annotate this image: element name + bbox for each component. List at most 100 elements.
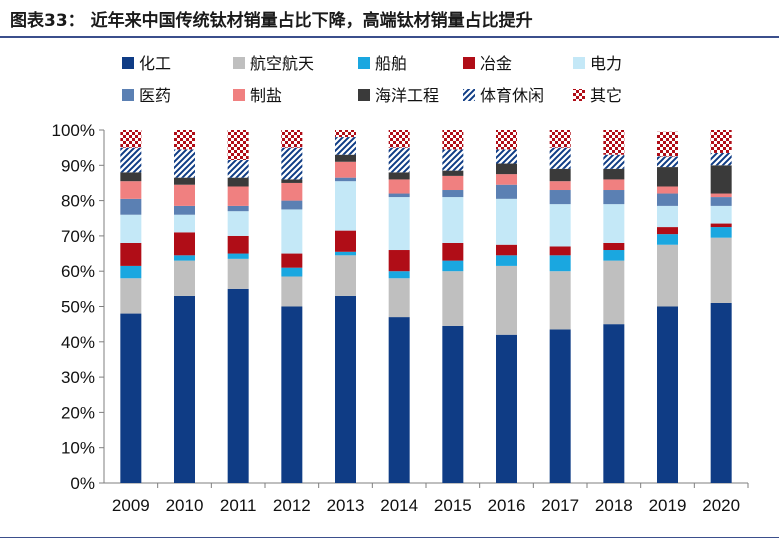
y-tick-label: 30% (61, 368, 95, 387)
bar-segment (710, 152, 732, 166)
legend-swatch (573, 89, 585, 101)
bar-segment (496, 244, 517, 256)
bar-segment (388, 193, 410, 198)
bar-segment (174, 255, 195, 261)
bar-segment (174, 260, 195, 296)
bar-segment (174, 214, 195, 233)
bar-segment (603, 130, 625, 155)
bar-segment (335, 251, 356, 256)
bar-segment (603, 190, 625, 205)
bar-segment (174, 130, 195, 150)
bar-segment (549, 181, 571, 191)
bar-segment (335, 154, 356, 162)
legend-swatch (358, 89, 370, 101)
legend-swatch (122, 57, 134, 69)
bar-segment (603, 204, 625, 243)
bar-segment (657, 306, 678, 483)
bar-segment (603, 242, 625, 251)
bar-segment (496, 149, 517, 164)
bar-segment (120, 172, 142, 182)
bar-segment (657, 156, 678, 168)
legend-swatch (573, 57, 585, 69)
bar-segment (710, 227, 732, 238)
bar-segment (496, 334, 517, 483)
y-tick-label: 0% (70, 474, 95, 493)
bar-segment (657, 244, 678, 307)
x-tick-label: 2009 (112, 496, 150, 515)
bar-segment (603, 154, 625, 169)
bar-segment (442, 325, 464, 483)
bar-segment (281, 182, 303, 201)
bar-segment (388, 179, 410, 194)
x-tick-label: 2020 (702, 496, 740, 515)
bar-segment (710, 237, 732, 303)
bar-segment (227, 288, 249, 483)
bar-segment (496, 174, 517, 185)
bar-segment (281, 200, 303, 210)
bar-segment (281, 147, 303, 180)
bar-segment (549, 271, 571, 330)
bar-segment (335, 295, 356, 483)
bar-segment (335, 255, 356, 296)
bar-segment (281, 209, 303, 254)
bar-segment (120, 242, 142, 266)
bar-segment (120, 214, 142, 243)
bar-segment (174, 177, 195, 185)
bar-segment (549, 168, 571, 182)
legend-label: 电力 (590, 54, 622, 73)
legend-label: 其它 (590, 86, 622, 105)
x-tick-label: 2018 (595, 496, 633, 515)
bar-segment (120, 130, 142, 148)
bar-segment (388, 130, 410, 148)
bar-segment (335, 130, 356, 138)
bar-segment (388, 172, 410, 180)
bar-segment (227, 211, 249, 236)
x-tick-label: 2010 (166, 496, 204, 515)
bar-segment (174, 205, 195, 215)
bar-segment (496, 255, 517, 266)
bar-segment (227, 205, 249, 212)
x-tick-label: 2013 (327, 496, 365, 515)
bar-segment (120, 147, 142, 173)
bar-segment (603, 168, 625, 180)
bar-segment (281, 306, 303, 483)
legend-swatch (122, 89, 134, 101)
bar-segment (657, 205, 678, 228)
legend-label: 航空航天 (250, 54, 314, 73)
bar-segment (549, 204, 571, 247)
bar-segment (281, 276, 303, 307)
bar-segment (657, 167, 678, 187)
bar-segment (710, 302, 732, 483)
bar-segment (388, 197, 410, 251)
legend-label: 制盐 (250, 86, 282, 105)
bar-segment (281, 179, 303, 183)
x-tick-label: 2017 (541, 496, 579, 515)
bar-segment (549, 130, 571, 148)
bar-segment (442, 271, 464, 326)
bar-segment (174, 184, 195, 206)
bar-segment (710, 197, 732, 206)
bar-segment (657, 186, 678, 194)
bottom-divider (0, 537, 779, 538)
bar-segment (657, 193, 678, 206)
bar-segment (227, 186, 249, 206)
bar-segment (442, 130, 464, 150)
bar-segment (281, 267, 303, 277)
legend-swatch (233, 57, 245, 69)
bar-segment (657, 131, 678, 157)
y-tick-label: 20% (61, 403, 95, 422)
bar-segment (174, 149, 195, 178)
legend-label: 船舶 (375, 54, 407, 73)
legend-swatch (233, 89, 245, 101)
bar-segment (442, 260, 464, 272)
bar-segment (442, 242, 464, 261)
bar-segment (603, 260, 625, 325)
legend-label: 海洋工程 (375, 86, 439, 105)
legend-swatch (463, 57, 475, 69)
bar-segment (603, 179, 625, 191)
bar-segment (227, 130, 249, 161)
x-tick-label: 2019 (649, 496, 687, 515)
x-tick-label: 2012 (273, 496, 311, 515)
y-tick-label: 90% (61, 156, 95, 175)
